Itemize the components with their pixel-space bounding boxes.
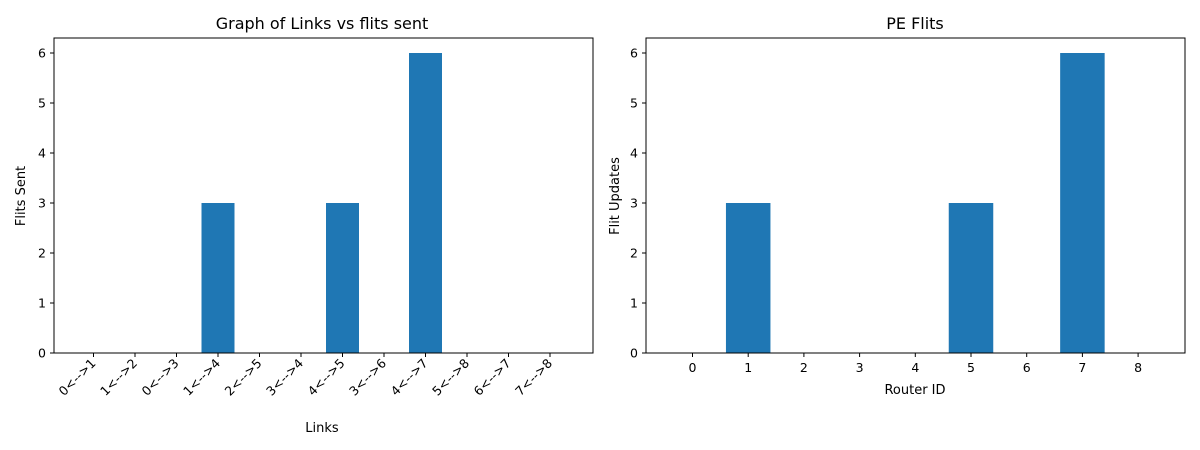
pe-flits-x-tick-label: 2	[800, 360, 808, 375]
pe-flits-chart-title: PE Flits	[886, 14, 944, 33]
links-y-tick-label: 6	[38, 46, 46, 61]
links-x-tick-label: 7<-->8	[512, 355, 555, 398]
pe-flits-y-ticks: 0 1 2 3 4 5 6	[630, 46, 646, 361]
links-bar	[326, 203, 359, 353]
links-y-tick-label: 3	[38, 196, 46, 211]
pe-flits-x-tick-label: 6	[1023, 360, 1031, 375]
links-bar	[409, 53, 442, 353]
pe-flits-chart: PE Flits 0 1 2 3 4 5 6 0 1 2 3 4 5 6 7 8 Router ID Fli…	[608, 14, 1186, 398]
links-x-ticks: 0<-->11<-->20<-->31<-->42<-->53<-->44<--…	[56, 353, 555, 399]
pe-flits-y-axis-label: Flit Updates	[608, 157, 623, 235]
pe-flits-y-tick-label: 1	[630, 296, 638, 311]
pe-flits-x-ticks: 0 1 2 3 4 5 6 7 8	[689, 353, 1142, 375]
pe-flits-bar	[725, 203, 771, 353]
links-x-tick-label: 3<-->6	[346, 355, 389, 398]
links-axes-frame	[53, 37, 594, 354]
links-x-tick-label: 0<-->3	[139, 356, 182, 399]
links-bar	[201, 203, 235, 353]
links-y-tick-label: 4	[38, 146, 46, 161]
pe-flits-bar	[948, 203, 994, 353]
links-x-tick-label: 5<-->8	[429, 355, 472, 398]
pe-flits-x-tick-label: 4	[911, 360, 919, 375]
pe-flits-bars	[725, 53, 1105, 353]
links-x-tick-label: 1<-->2	[97, 356, 140, 399]
links-x-axis-label: Links	[305, 421, 339, 436]
pe-flits-x-tick-label: 1	[744, 360, 752, 375]
pe-flits-x-tick-label: 0	[689, 360, 697, 375]
links-x-tick-label: 0<-->1	[56, 356, 99, 399]
links-x-tick-label: 3<-->4	[263, 355, 306, 398]
links-y-axis-label: Flits Sent	[14, 166, 29, 226]
links-bars	[201, 53, 442, 353]
pe-flits-y-tick-label: 2	[630, 246, 638, 261]
pe-flits-bar	[1060, 53, 1105, 353]
pe-flits-x-tick-label: 3	[856, 360, 864, 375]
links-x-tick-label: 1<-->4	[180, 355, 223, 398]
links-y-tick-label: 0	[38, 346, 46, 361]
links-y-ticks: 0 1 2 3 4 5 6	[38, 46, 54, 361]
pe-flits-x-axis-label: Router ID	[884, 383, 945, 398]
links-x-tick-label: 4<-->5	[305, 356, 348, 399]
pe-flits-y-tick-label: 0	[630, 346, 638, 361]
pe-flits-x-tick-label: 5	[967, 360, 975, 375]
links-x-tick-label: 2<-->5	[222, 356, 265, 399]
links-chart-title: Graph of Links vs flits sent	[216, 14, 429, 33]
pe-flits-y-tick-label: 4	[630, 146, 638, 161]
pe-flits-y-tick-label: 6	[630, 46, 638, 61]
pe-flits-x-tick-label: 7	[1078, 360, 1086, 375]
links-x-tick-label: 4<-->7	[388, 356, 431, 399]
pe-flits-y-tick-label: 3	[630, 196, 638, 211]
links-y-tick-label: 5	[38, 96, 46, 111]
links-x-tick-label: 6<-->7	[471, 356, 514, 399]
pe-flits-y-tick-label: 5	[630, 96, 638, 111]
links-y-tick-label: 1	[38, 296, 46, 311]
pe-flits-x-tick-label: 8	[1134, 360, 1142, 375]
links-y-tick-label: 2	[38, 246, 46, 261]
links-chart: Graph of Links vs flits sent 0 1 2 3 4 5 6 0<-…	[14, 14, 594, 436]
